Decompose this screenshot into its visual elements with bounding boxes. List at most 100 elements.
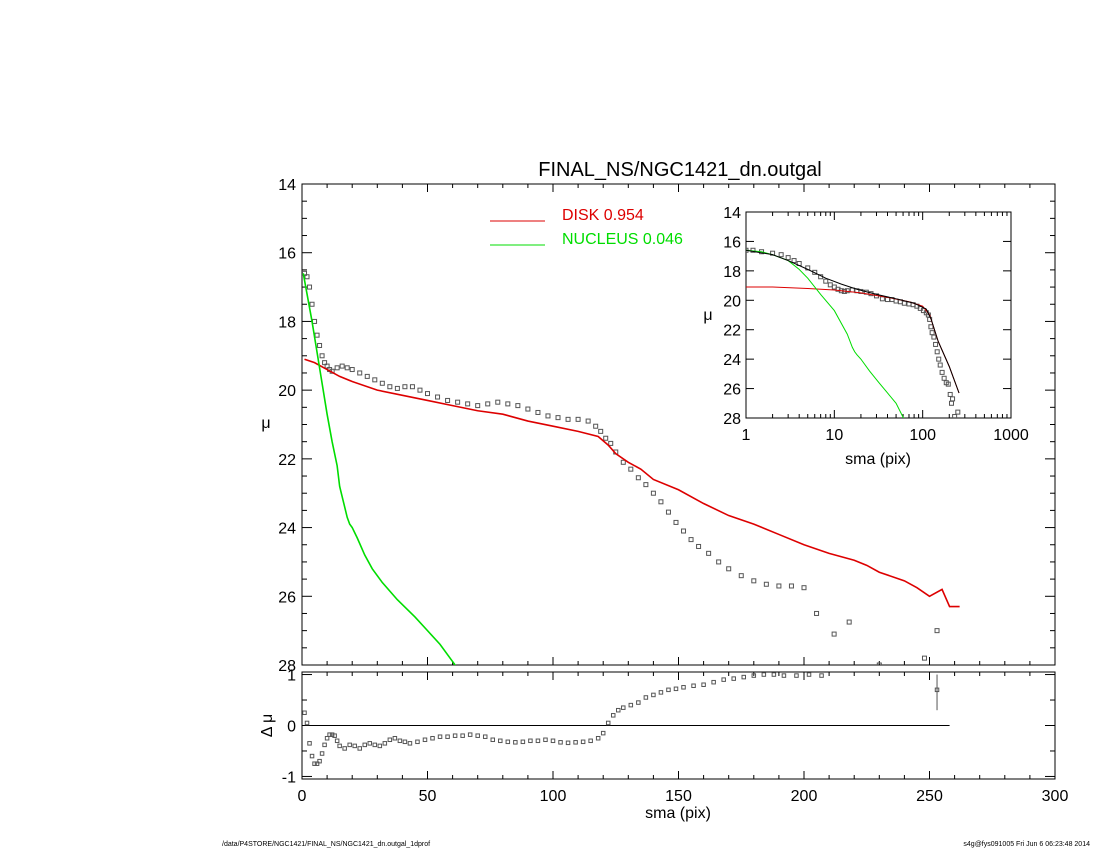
- inset-data-marker: [955, 409, 961, 415]
- main-data-marker: [417, 387, 423, 393]
- residual-data-marker: [312, 761, 317, 766]
- main-data-marker: [409, 384, 415, 390]
- residual-data-marker: [407, 741, 413, 746]
- inset-y-tick-label: 14: [723, 205, 741, 222]
- main-data-marker: [814, 610, 820, 616]
- inset-y-tick-label: 18: [723, 264, 741, 281]
- main-data-marker: [364, 373, 370, 379]
- inset-data-marker: [931, 334, 937, 340]
- main-data-marker: [302, 270, 308, 276]
- main-y-tick-label: 20: [278, 383, 296, 400]
- main-line-nucleus: [302, 273, 457, 665]
- residual-y-tick-label: 0: [287, 719, 296, 736]
- residual-data-marker: [691, 683, 696, 689]
- residual-data-marker: [352, 743, 357, 749]
- residual-data-marker: [334, 738, 340, 744]
- residual-data-marker: [302, 710, 307, 716]
- residual-data-marker: [377, 743, 383, 749]
- residual-data-marker: [643, 695, 649, 700]
- residual-data-marker: [673, 686, 679, 692]
- main-data-marker: [620, 459, 626, 465]
- footer-file-path: /data/P4STORE/NGC1421/FINAL_NS/NGC1421_d…: [222, 841, 431, 848]
- main-data-marker: [673, 519, 679, 525]
- chart-title: FINAL_NS/NGC1421_dn.outgal: [538, 159, 822, 181]
- main-y-axis-label: μ: [261, 415, 270, 432]
- main-data-marker: [322, 360, 328, 366]
- residual-data-marker: [304, 720, 310, 726]
- residual-data-marker: [751, 673, 757, 678]
- main-data-marker: [763, 581, 769, 587]
- residual-data-marker: [741, 674, 747, 680]
- main-data-marker: [934, 628, 940, 634]
- residual-data-marker: [445, 734, 450, 739]
- main-data-marker: [455, 399, 461, 405]
- residual-data-marker: [621, 705, 626, 710]
- residual-data-marker: [505, 739, 511, 745]
- residual-x-tick-label: 150: [665, 788, 692, 805]
- main-data-marker: [716, 559, 722, 565]
- main-y-tick-label: 26: [278, 589, 296, 606]
- legend-label-nucleus: NUCLEUS 0.046: [562, 231, 683, 248]
- main-data-marker: [846, 619, 852, 625]
- residual-data-marker: [362, 742, 367, 748]
- inset-data-marker: [791, 258, 797, 264]
- main-data-marker: [575, 416, 581, 422]
- main-line-disk: [304, 358, 960, 608]
- main-data-marker: [394, 385, 400, 391]
- residual-data-marker: [322, 742, 327, 748]
- residual-data-marker: [327, 732, 332, 737]
- inset-y-tick-label: 26: [723, 382, 741, 399]
- inset-data-marker: [950, 396, 956, 402]
- residual-data-marker: [600, 730, 606, 736]
- main-data-marker: [475, 403, 481, 409]
- residual-data-marker: [307, 741, 312, 746]
- residual-data-marker: [314, 761, 320, 766]
- residual-data-marker: [636, 700, 641, 705]
- main-data-marker: [314, 332, 320, 338]
- main-data-marker: [357, 370, 363, 376]
- main-data-marker: [598, 428, 604, 434]
- inset-background: [746, 212, 1011, 418]
- main-data-marker: [738, 573, 744, 579]
- main-data-marker: [387, 384, 393, 390]
- residual-x-axis-label: sma (pix): [645, 805, 711, 822]
- main-data-marker: [445, 397, 451, 403]
- inset-data-marker: [937, 362, 943, 368]
- residual-data-marker: [605, 720, 611, 726]
- inset-data-marker: [939, 369, 945, 375]
- main-data-marker: [344, 365, 350, 371]
- residual-data-marker: [580, 739, 586, 745]
- residual-data-marker: [806, 672, 812, 677]
- inset-y-tick-label: 28: [723, 411, 741, 428]
- residual-data-marker: [490, 737, 496, 743]
- inset-data-marker: [835, 286, 841, 292]
- residual-data-marker: [794, 673, 799, 678]
- residual-data-marker: [422, 737, 428, 743]
- main-data-marker: [402, 384, 408, 390]
- main-data-marker: [372, 377, 378, 383]
- residual-data-marker: [329, 732, 335, 737]
- main-data-marker: [317, 342, 323, 348]
- residual-data-marker: [771, 672, 777, 677]
- inset-x-tick-label: 10: [825, 427, 843, 444]
- main-data-marker: [603, 435, 609, 441]
- residual-data-marker: [309, 753, 315, 759]
- legend-label-disk: DISK 0.954: [562, 207, 644, 224]
- inset-y-tick-label: 22: [723, 323, 741, 340]
- main-data-marker: [801, 585, 807, 591]
- residual-data-marker: [317, 758, 322, 764]
- residual-data-marker: [761, 672, 767, 677]
- main-data-marker: [307, 284, 313, 290]
- residual-data-marker: [332, 733, 337, 738]
- residual-data-marker: [452, 733, 458, 738]
- residual-data-marker: [711, 679, 716, 685]
- inset-x-tick-label: 100: [909, 427, 936, 444]
- main-y-tick-label: 28: [278, 658, 296, 675]
- main-data-marker: [831, 631, 837, 637]
- main-y-tick-label: 22: [278, 452, 296, 469]
- residual-data-marker: [387, 737, 393, 743]
- main-data-marker: [585, 418, 591, 424]
- residual-data-marker: [628, 702, 634, 708]
